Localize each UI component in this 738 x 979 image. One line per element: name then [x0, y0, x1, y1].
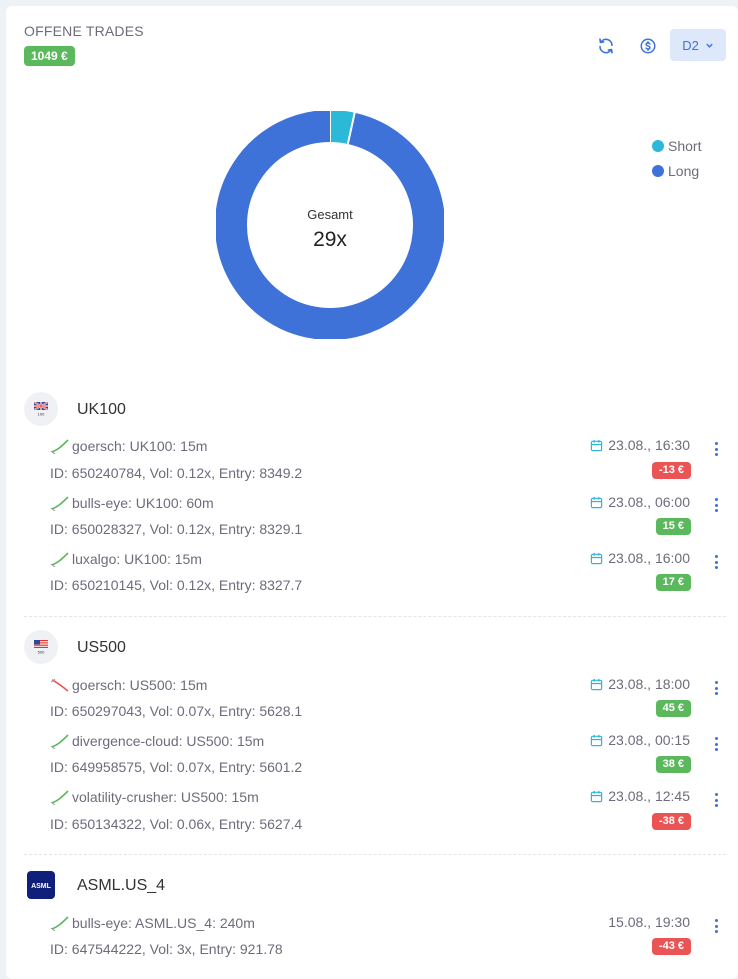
us-flag-icon: 500: [24, 630, 58, 664]
trade-title: goersch: US500: 15m: [72, 677, 208, 693]
card-title: OFFENE TRADES: [24, 23, 144, 39]
group-name: ASML.US_4: [77, 877, 166, 894]
trade-details: ID: 649958575, Vol: 0.07x, Entry: 5601.2: [50, 759, 303, 775]
calendar-icon: [591, 734, 603, 746]
trade-date: 23.08., 16:30: [608, 437, 690, 453]
chart-legend: Short Long: [652, 133, 701, 183]
trade-date: 23.08., 06:00: [608, 494, 690, 510]
legend-label-short: Short: [668, 137, 702, 154]
trade-details: ID: 650134322, Vol: 0.06x, Entry: 5627.4: [50, 816, 303, 832]
pnl-badge: -43 €: [651, 938, 691, 955]
asml-logo-text: ASML: [31, 883, 52, 890]
trade-details: ID: 650297043, Vol: 0.07x, Entry: 5628.1: [50, 703, 303, 719]
donut-slice-short[interactable]: [329, 110, 355, 145]
chart-center-value: 29x: [313, 228, 347, 251]
trade-date: 23.08., 18:00: [608, 676, 690, 692]
trend-up-icon: [50, 790, 69, 805]
pnl-badge: 38 €: [655, 756, 691, 773]
trade-title: volatility-crusher: US500: 15m: [72, 789, 259, 805]
calendar-icon: [591, 552, 603, 564]
more-options-icon[interactable]: [712, 737, 720, 751]
trend-up-icon: [50, 496, 69, 511]
trade-title: goersch: UK100: 15m: [72, 438, 208, 454]
refresh-icon[interactable]: [596, 36, 616, 56]
trade-details: ID: 650028327, Vol: 0.12x, Entry: 8329.1: [50, 521, 303, 537]
uk-flag-icon: 100: [24, 392, 58, 426]
legend-dot-short: [652, 139, 664, 152]
account-dropdown[interactable]: D2: [670, 29, 726, 61]
flag-caption: 100: [38, 412, 45, 417]
donut-slice-separator: [346, 111, 356, 146]
donut-slice-long[interactable]: [215, 110, 445, 340]
more-options-icon[interactable]: [712, 442, 720, 456]
trade-date: 23.08., 16:00: [608, 550, 690, 566]
account-label: D2: [682, 37, 699, 53]
trade-date: 23.08., 00:15: [608, 732, 690, 748]
group-name: US500: [77, 639, 126, 656]
asml-logo-icon: ASML: [24, 868, 58, 902]
chevron-down-icon: [706, 43, 713, 48]
trade-details: ID: 650210145, Vol: 0.12x, Entry: 8327.7: [50, 577, 303, 593]
trend-down-icon: [50, 678, 69, 692]
total-pnl-badge: 1049 €: [24, 46, 75, 66]
calendar-icon: [591, 496, 603, 508]
group-divider: [24, 854, 726, 855]
pnl-badge: -13 €: [651, 462, 691, 479]
pnl-badge: 17 €: [655, 574, 691, 591]
more-options-icon[interactable]: [712, 498, 720, 512]
flag-caption: 500: [38, 650, 45, 655]
trade-title: bulls-eye: ASML.US_4: 240m: [72, 915, 255, 931]
calendar-icon: [591, 678, 603, 690]
more-options-icon[interactable]: [712, 555, 720, 569]
trade-details: ID: 650240784, Vol: 0.12x, Entry: 8349.2: [50, 465, 303, 481]
open-trades-card: OFFENE TRADES 1049 € D2 Gesamt 29x Short…: [6, 6, 738, 979]
legend-dot-long: [652, 164, 664, 177]
more-options-icon[interactable]: [712, 681, 720, 695]
pnl-badge: 45 €: [655, 700, 691, 717]
more-options-icon[interactable]: [712, 919, 720, 933]
pnl-badge: 15 €: [655, 518, 691, 535]
trend-up-icon: [50, 552, 69, 567]
legend-item-short[interactable]: Short: [652, 133, 701, 158]
more-options-icon[interactable]: [712, 793, 720, 807]
trend-up-icon: [50, 734, 69, 749]
legend-item-long[interactable]: Long: [652, 158, 701, 183]
pnl-badge: -38 €: [651, 813, 691, 830]
trade-details: ID: 647544222, Vol: 3x, Entry: 921.78: [50, 941, 283, 957]
donut-chart: [215, 109, 445, 340]
trade-date: 23.08., 12:45: [608, 788, 690, 804]
calendar-icon: [591, 790, 603, 802]
chart-center-label: Gesamt: [307, 207, 353, 222]
trend-up-icon: [50, 916, 69, 931]
currency-exchange-icon[interactable]: [638, 36, 658, 56]
trade-title: luxalgo: UK100: 15m: [72, 551, 202, 567]
legend-label-long: Long: [668, 162, 700, 179]
trade-title: divergence-cloud: US500: 15m: [72, 733, 265, 749]
trade-title: bulls-eye: UK100: 60m: [72, 495, 214, 511]
group-name: UK100: [77, 401, 126, 418]
trend-up-icon: [50, 439, 69, 454]
group-divider: [24, 616, 726, 617]
calendar-icon: [591, 439, 603, 451]
trade-date: 15.08., 19:30: [608, 914, 690, 930]
